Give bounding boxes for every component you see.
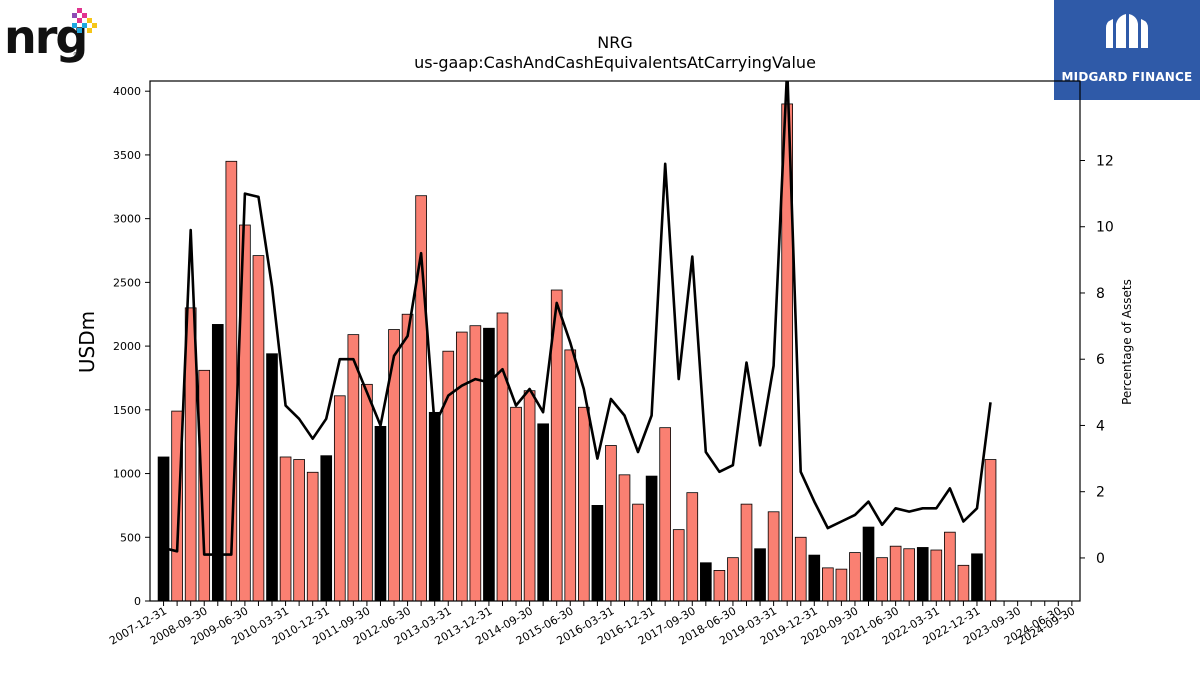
bar-2014-06-30 <box>510 406 522 602</box>
y-tick-label: 0 <box>134 595 141 608</box>
y-tick-label: 2500 <box>113 276 141 289</box>
bar-2020-09-30 <box>849 552 861 602</box>
bar-2018-03-31 <box>713 570 726 602</box>
bar-2013-12-31 <box>483 327 495 602</box>
partner-name: MIDGARD FINANCE <box>1061 70 1193 84</box>
bar-2020-03-31 <box>822 567 834 602</box>
y-tick-label: 3000 <box>113 213 141 226</box>
chart-subtitle: us-gaap:CashAndCashEquivalentsAtCarrying… <box>414 53 816 72</box>
bar-2017-09-30 <box>686 492 699 602</box>
bar-2015-06-30 <box>564 349 577 602</box>
y2-tick-label: 10 <box>1096 220 1114 236</box>
chart-title: NRG <box>597 33 632 52</box>
bar-2013-09-30 <box>469 325 482 602</box>
midgard-finance-logo: MIDGARD FINANCE <box>1054 0 1200 100</box>
bar-2008-12-31 <box>211 324 224 602</box>
bar-2016-06-30 <box>618 474 631 602</box>
bar-2019-03-31 <box>767 511 780 602</box>
bar-2018-06-30 <box>727 557 739 602</box>
bar-2019-09-30 <box>794 536 807 602</box>
bar-2021-12-31 <box>916 547 929 602</box>
bar-2011-03-31 <box>333 395 346 602</box>
plot-area: 0 500 1000 1500 2000 2500 3000 3500 4000 0 2 4 6 8 10 1… <box>107 80 1114 648</box>
bar-2009-12-31 <box>266 353 278 602</box>
y2-tick-label: 2 <box>1096 485 1105 501</box>
bar-2015-12-31 <box>591 505 604 602</box>
nrg-pixel-mark-icon <box>72 8 97 33</box>
y-tick-label: 500 <box>120 531 141 544</box>
y-tick-label: 1500 <box>113 404 141 417</box>
y2-tick-label: 0 <box>1096 551 1105 567</box>
bar-2019-12-31 <box>808 554 821 602</box>
y2-axis-label: Percentage of Assets <box>1120 279 1134 405</box>
bar-2021-06-30 <box>889 545 902 602</box>
nrg-logo-text: nrg <box>4 10 88 64</box>
bar-2011-09-30 <box>361 383 373 602</box>
plot-frame <box>149 80 1081 602</box>
bar-2017-06-30 <box>672 529 685 602</box>
bar-2010-12-31 <box>320 455 333 602</box>
bar-2022-09-30 <box>957 564 970 602</box>
bar-2020-12-31 <box>862 526 875 602</box>
y-tick-label: 1000 <box>113 468 141 481</box>
bar-2021-09-30 <box>903 548 916 602</box>
y-tick-label: 3500 <box>113 149 141 162</box>
bar-2015-09-30 <box>577 406 590 602</box>
bar-2013-06-30 <box>455 331 468 602</box>
bar-2014-09-30 <box>523 390 536 602</box>
bar-2018-09-30 <box>740 503 753 602</box>
bar-2022-06-30 <box>944 531 956 602</box>
bar-2010-03-31 <box>279 456 292 602</box>
bar-2016-09-30 <box>632 503 644 602</box>
bar-2011-12-31 <box>374 425 387 602</box>
y2-tick-label: 8 <box>1096 286 1105 302</box>
y2-tick-label: 6 <box>1096 352 1105 368</box>
bar-2017-03-31 <box>659 427 671 602</box>
bar-2018-12-31 <box>754 548 766 602</box>
bar-2023-03-31 <box>984 459 997 602</box>
bar-2011-06-30 <box>347 334 360 602</box>
bar-2014-12-31 <box>537 423 549 602</box>
y2-tick-label: 12 <box>1096 153 1114 169</box>
bar-2017-12-31 <box>700 562 712 602</box>
bar-2013-03-31 <box>442 350 455 602</box>
y-tick-label: 2000 <box>113 340 141 353</box>
bar-2010-09-30 <box>306 471 319 602</box>
bar-2012-12-31 <box>428 411 441 602</box>
bar-2010-06-30 <box>293 459 305 602</box>
bar-2020-06-30 <box>835 568 848 602</box>
bar-2016-03-31 <box>605 445 617 602</box>
bar-2007-12-31 <box>157 456 170 602</box>
bar-2012-06-30 <box>401 313 414 602</box>
bar-2021-03-31 <box>876 557 888 602</box>
y2-tick-label: 4 <box>1096 418 1105 434</box>
bar-2022-12-31 <box>971 553 983 602</box>
midgard-emblem-icon <box>1106 14 1148 48</box>
bar-2016-12-31 <box>645 475 658 602</box>
bar-2009-09-30 <box>252 255 265 602</box>
bar-2022-03-31 <box>930 549 943 602</box>
y-axis-label: USDm <box>75 311 99 373</box>
registered-mark: ® <box>73 52 78 58</box>
bar-2014-03-31 <box>496 312 509 602</box>
percentage-line <box>163 81 992 556</box>
y-tick-label: 4000 <box>113 85 141 98</box>
